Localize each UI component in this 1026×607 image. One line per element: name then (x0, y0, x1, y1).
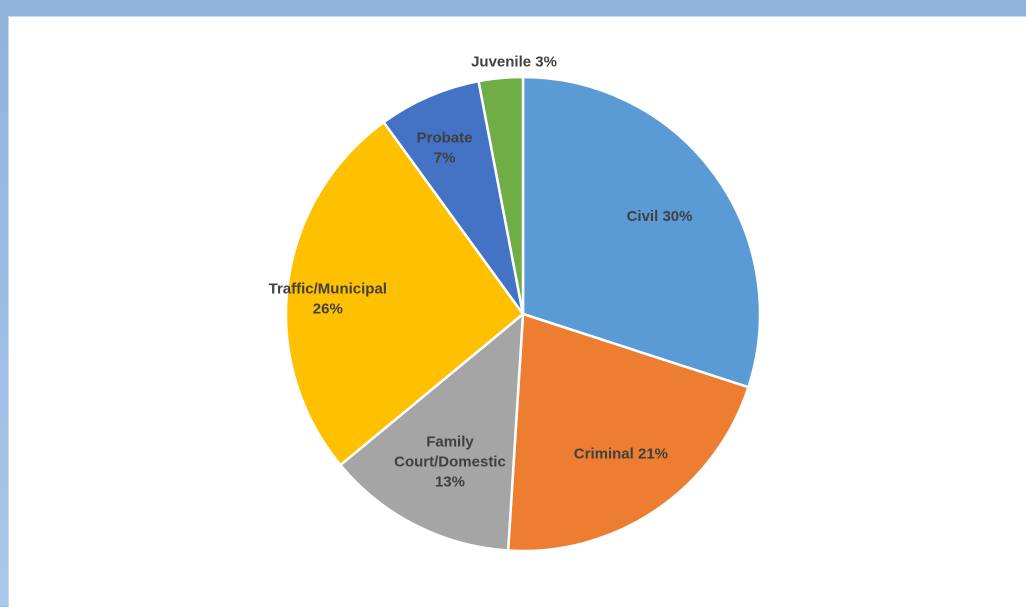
data-label-civil: Civil 30% (627, 208, 693, 225)
pie-slice-criminal (506, 312, 750, 553)
data-label-line: 26% (313, 300, 343, 317)
pie-slice-probate (382, 79, 525, 316)
data-label-line: Civil 30% (627, 208, 693, 225)
data-label-line: 13% (435, 473, 465, 490)
pie-slice-traffic-municipal (284, 121, 525, 467)
data-label-line: 7% (434, 149, 456, 166)
data-label-line: Probate (417, 129, 473, 146)
data-label-traffic-municipal: Traffic/Municipal 26% (269, 280, 387, 317)
chart-area: Civil 30% Criminal 21% Family Court/Domesti… (8, 16, 1026, 607)
pie-slice-juvenile (477, 75, 525, 316)
data-label-line: Family (426, 433, 474, 450)
data-label-juvenile: Juvenile 3% (471, 54, 557, 71)
data-label-line: Traffic/Municipal (269, 280, 387, 297)
data-label-line: Juvenile 3% (471, 54, 557, 71)
pie-slice-family-court-domestic (339, 312, 525, 552)
data-label-line: Court/Domestic (394, 453, 506, 470)
data-label-line: Criminal 21% (574, 445, 668, 462)
data-label-family-court-domestic: Family Court/Domestic 13% (394, 433, 506, 490)
pie-chart: Civil 30% Criminal 21% Family Court/Domesti… (269, 54, 762, 553)
data-label-criminal: Criminal 21% (574, 445, 668, 462)
data-label-probate: Probate 7% (417, 129, 473, 166)
pie-slice-civil (521, 75, 762, 389)
